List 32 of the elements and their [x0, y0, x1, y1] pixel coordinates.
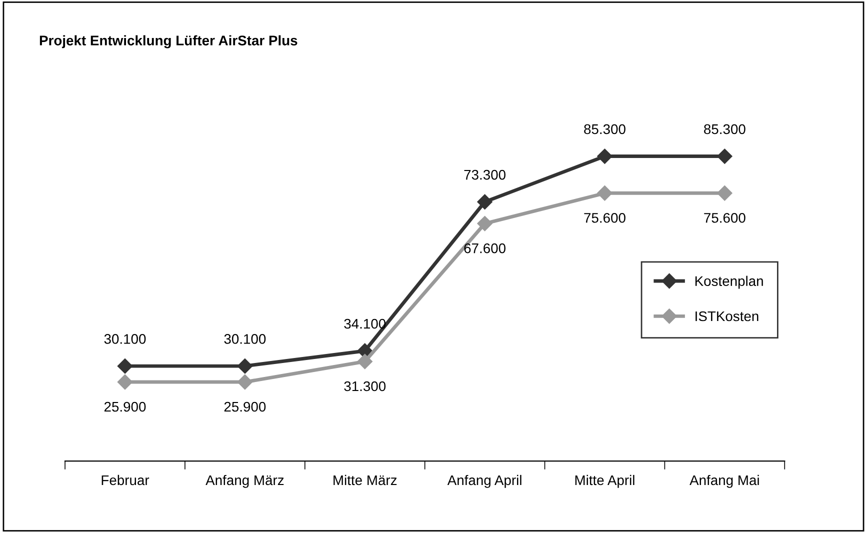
data-label: 30.100: [224, 334, 266, 344]
data-label: 73.300: [464, 170, 506, 180]
x-tick-label: Februar: [102, 474, 150, 486]
x-tick-label: Mitte April: [575, 474, 634, 488]
data-label: 31.300: [344, 381, 386, 392]
data-label: 67.600: [464, 243, 506, 254]
legend-label: ISTKosten: [696, 311, 758, 322]
point: [597, 186, 612, 201]
point: [477, 216, 492, 232]
point: [717, 148, 732, 164]
x-tick-label: Anfang März: [206, 474, 284, 488]
data-label: 75.600: [704, 212, 746, 223]
legend-label: Kostenplan: [695, 276, 763, 289]
point: [237, 358, 252, 374]
chart-title: Projekt Entwicklung Lüfter AirStar Plus: [40, 35, 298, 48]
point: [357, 354, 372, 370]
point: [477, 194, 492, 210]
data-label: 85.300: [704, 124, 746, 134]
data-label: 30.100: [104, 334, 146, 344]
data-label: 25.900: [224, 402, 266, 412]
x-tick-label: Mitte März: [334, 474, 397, 486]
point: [597, 148, 612, 164]
point: [717, 186, 732, 201]
data-label: 75.600: [584, 212, 626, 223]
data-label: 85.300: [584, 124, 626, 134]
x-tick-label: Anfang April: [447, 474, 522, 488]
data-label: 34.100: [344, 318, 386, 329]
point: [237, 374, 252, 390]
point: [117, 374, 133, 390]
data-label: 25.900: [104, 402, 146, 412]
x-tick-label: Anfang Mai: [690, 474, 759, 488]
point: [117, 358, 133, 374]
